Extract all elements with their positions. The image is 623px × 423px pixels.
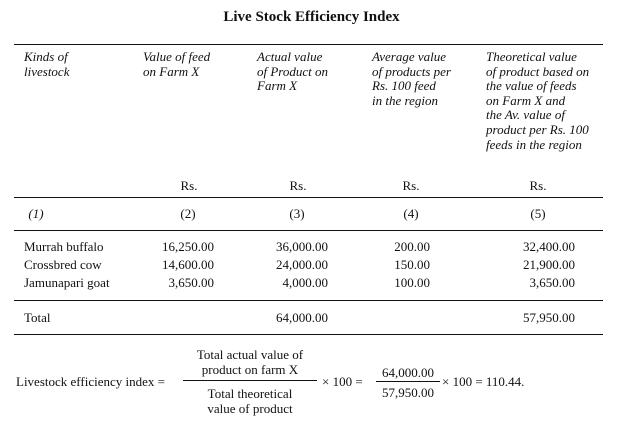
column-number: (1) xyxy=(28,206,44,221)
column-number: (3) xyxy=(289,206,305,221)
header-line: product per Rs. 100 xyxy=(486,121,589,137)
formula-numerator-2: product on farm X xyxy=(201,362,299,377)
column-number: (5) xyxy=(530,206,546,221)
row-actual: 4,000.00 xyxy=(282,275,329,290)
row-average: 150.00 xyxy=(394,257,430,272)
formula-denominator-value: 57,950.00 xyxy=(382,385,434,400)
header-line: in the region xyxy=(372,92,438,108)
column-number: (4) xyxy=(403,206,419,221)
row-average: 200.00 xyxy=(394,239,430,254)
bottom-rule xyxy=(14,334,603,335)
row-actual: 36,000.00 xyxy=(276,239,328,254)
unit-actual: Rs. xyxy=(289,178,307,193)
header-line: Value of feed xyxy=(143,49,211,64)
header-line: Rs. 100 feed xyxy=(372,78,436,94)
row-theoretical: 3,650.00 xyxy=(529,275,576,290)
total-actual: 64,000.00 xyxy=(276,310,328,325)
row-theoretical: 21,900.00 xyxy=(523,257,575,272)
header-line: on Farm X xyxy=(143,63,200,79)
header-actual: Actual value of Product on Farm X xyxy=(257,49,367,94)
unit-feed: Rs. xyxy=(180,178,198,193)
total-theoretical: 57,950.00 xyxy=(523,310,575,325)
header-line: on Farm X and xyxy=(486,92,566,108)
total-label: Total xyxy=(24,310,51,325)
header-line: feeds in the region xyxy=(486,136,582,152)
header-theoretical: Theoretical value of product based on th… xyxy=(486,49,616,152)
row-theoretical: 32,400.00 xyxy=(523,239,575,254)
row-feed: 3,650.00 xyxy=(168,275,215,290)
header-rule xyxy=(14,197,603,198)
formula-fraction-bar xyxy=(183,380,317,381)
header-line: of products per xyxy=(372,63,451,79)
row-kind: Crossbred cow xyxy=(24,257,102,272)
top-rule xyxy=(14,44,603,45)
header-average: Average value of products per Rs. 100 fe… xyxy=(372,49,482,108)
column-number: (2) xyxy=(180,206,196,221)
header-line: of Product on xyxy=(257,63,329,79)
header-line: Actual value xyxy=(257,49,323,64)
formula-numerator-value: 64,000.00 xyxy=(382,365,434,380)
header-line: Farm X xyxy=(257,78,298,94)
header-feed: Value of feed on Farm X xyxy=(143,49,253,79)
row-kind: Murrah buffalo xyxy=(24,239,104,254)
header-line: the Av. value of xyxy=(486,107,565,123)
colnum-rule xyxy=(14,230,603,231)
formula-fraction-bar-2 xyxy=(376,381,440,382)
header-line: Theoretical value xyxy=(486,49,577,64)
row-average: 100.00 xyxy=(394,275,430,290)
total-rule xyxy=(14,300,603,301)
row-feed: 16,250.00 xyxy=(162,239,214,254)
header-kinds: Kinds of livestock xyxy=(24,49,134,79)
row-actual: 24,000.00 xyxy=(276,257,328,272)
unit-average: Rs. xyxy=(402,178,420,193)
row-feed: 14,600.00 xyxy=(162,257,214,272)
formula-denominator-2: value of product xyxy=(207,401,293,416)
formula-times-100: × 100 = xyxy=(322,374,363,389)
formula-denominator-1: Total theoretical xyxy=(207,386,293,401)
formula-numerator-1: Total actual value of xyxy=(196,347,304,362)
row-kind: Jamunapari goat xyxy=(24,275,110,290)
header-line: Average value xyxy=(372,49,446,64)
formula-result: × 100 = 110.44. xyxy=(442,374,525,389)
header-line: Kinds of xyxy=(24,49,68,64)
formula-lhs: Livestock efficiency index = xyxy=(16,374,165,389)
unit-theoretical: Rs. xyxy=(529,178,547,193)
header-line: the value of feeds xyxy=(486,78,577,94)
header-line: livestock xyxy=(24,63,70,79)
table-title: Live Stock Efficiency Index xyxy=(223,9,400,25)
header-line: of product based on xyxy=(486,63,590,79)
